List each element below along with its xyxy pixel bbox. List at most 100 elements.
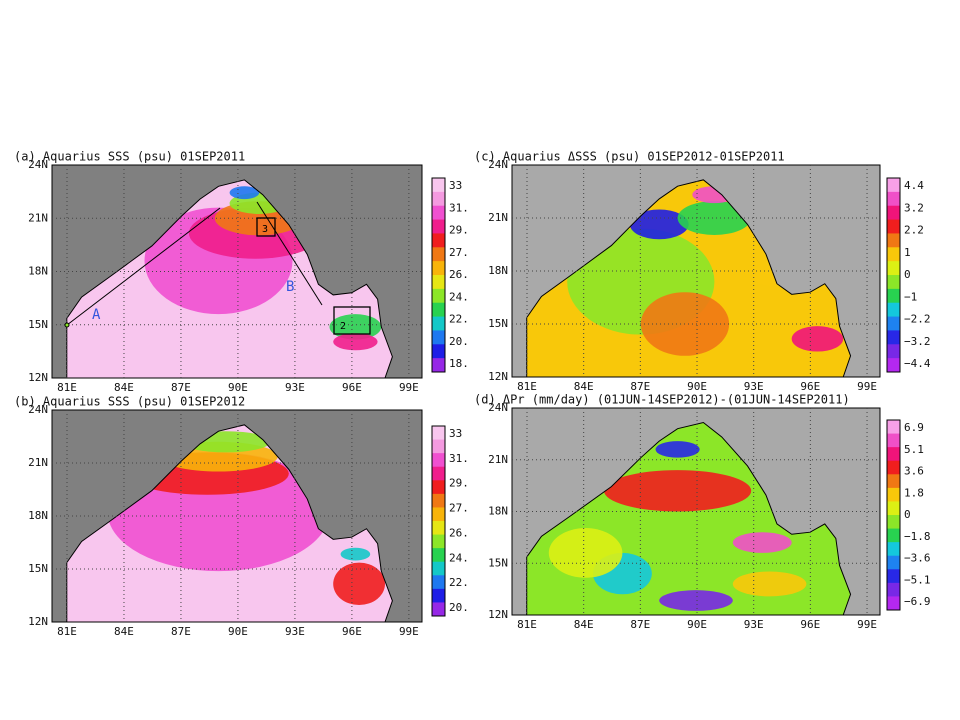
y-tick-label: 21N — [28, 456, 48, 469]
colorbar-label: 29. — [449, 477, 469, 490]
x-tick-label: 96E — [342, 381, 362, 394]
colorbar-segment — [887, 247, 900, 262]
y-tick-label: 21N — [28, 211, 48, 224]
colorbar-segment — [432, 588, 445, 603]
colorbar-segment — [887, 288, 900, 304]
colorbar-label: 24. — [449, 551, 469, 564]
colorbar-segment — [432, 233, 445, 248]
colorbar-segment — [432, 548, 445, 563]
colorbar-segment — [432, 453, 445, 468]
y-tick-label: 24N — [28, 403, 48, 416]
colorbar-label: 31. — [449, 201, 469, 214]
colorbar-label: 22. — [449, 576, 469, 589]
y-tick-label: 15N — [488, 317, 508, 330]
panel-title: (c) Aquarius ΔSSS (psu) 01SEP2012-01SEP2… — [474, 150, 785, 164]
colorbar-segment — [887, 542, 900, 557]
box-2 — [333, 306, 371, 335]
colorbar-label: 0 — [904, 268, 911, 281]
transect-start — [64, 322, 70, 328]
x-tick-label: 84E — [114, 381, 134, 394]
y-tick-label: 15N — [488, 556, 508, 569]
field-patch — [791, 326, 844, 352]
colorbar-segment — [887, 433, 900, 448]
x-tick-label: 84E — [574, 618, 594, 631]
colorbar-label: 1.8 — [904, 486, 924, 499]
colorbar-frame — [431, 177, 446, 373]
colorbar-segment — [432, 275, 445, 290]
colorbar-segment — [432, 316, 445, 331]
colorbar-segment — [887, 316, 900, 331]
colorbar-segment — [432, 561, 445, 576]
colorbar-label: 1 — [904, 246, 911, 259]
colorbar-segment — [887, 447, 900, 462]
colorbar-segment — [432, 247, 445, 262]
colorbar-segment — [887, 233, 900, 248]
field-patch — [655, 441, 700, 458]
colorbar-segment — [887, 302, 900, 318]
colorbar-segment — [432, 521, 445, 536]
x-tick-label: 90E — [687, 380, 707, 393]
colorbar-label: −2.2 — [904, 313, 931, 326]
x-tick-label: 99E — [857, 618, 877, 631]
colorbar-segment — [887, 358, 900, 373]
colorbar-segment — [887, 420, 900, 435]
colorbar-segment — [887, 487, 900, 502]
colorbar-label: 22. — [449, 313, 469, 326]
colorbar-label: 20. — [449, 601, 469, 614]
x-tick-label: 87E — [630, 618, 650, 631]
colorbar-segment — [887, 219, 900, 234]
x-tick-label: 93E — [744, 380, 764, 393]
colorbar-segment — [887, 261, 900, 276]
y-tick-label: 21N — [488, 211, 508, 224]
colorbar-label: −1 — [904, 290, 917, 303]
colorbar-segment — [887, 474, 900, 489]
colorbar-label: 3.6 — [904, 465, 924, 478]
field-patch — [340, 547, 371, 561]
colorbar-segment — [432, 178, 445, 193]
colorbar-segment — [432, 288, 445, 304]
transect-a — [66, 207, 221, 326]
x-tick-label: 81E — [517, 380, 537, 393]
colorbar-label: 26. — [449, 526, 469, 539]
coastline — [526, 179, 852, 378]
colorbar-segment — [432, 219, 445, 234]
y-tick-label: 12N — [488, 370, 508, 383]
panel-title: (a) Aquarius SSS (psu) 01SEP2011 — [14, 150, 245, 164]
colorbar-segment — [887, 528, 900, 543]
annotation: 3 — [262, 224, 268, 235]
field-patch — [677, 201, 752, 235]
colorbar-frame — [886, 177, 901, 373]
colorbar-segment — [432, 344, 445, 359]
colorbar-label: 5.1 — [904, 443, 924, 456]
colorbar-segment — [432, 439, 445, 454]
x-tick-label: 96E — [800, 618, 820, 631]
colorbar-label: 3.2 — [904, 201, 924, 214]
x-tick-label: 87E — [630, 380, 650, 393]
x-tick-label: 81E — [57, 625, 77, 638]
panel-title: (d) ΔPr (mm/day) (01JUN-14SEP2012)-(01JU… — [474, 393, 850, 407]
box-3 — [256, 217, 276, 237]
colorbar-segment — [887, 275, 900, 290]
colorbar-label: 4.4 — [904, 179, 924, 192]
colorbar-frame — [886, 419, 901, 611]
colorbar-segment — [432, 426, 445, 441]
colorbar-label: 0 — [904, 508, 911, 521]
field-patch — [629, 209, 689, 240]
x-tick-label: 90E — [228, 381, 248, 394]
y-tick-label: 15N — [28, 318, 48, 331]
colorbar-segment — [887, 205, 900, 221]
colorbar-label: 20. — [449, 335, 469, 348]
colorbar-label: 24. — [449, 290, 469, 303]
y-tick-label: 12N — [28, 371, 48, 384]
x-tick-label: 99E — [399, 381, 419, 394]
field-patch — [604, 470, 752, 512]
field-patch — [333, 333, 378, 351]
panel-title: (b) Aquarius SSS (psu) 01SEP2012 — [14, 395, 245, 409]
colorbar-label: −6.9 — [904, 595, 931, 608]
colorbar-label: 18. — [449, 357, 469, 370]
coastline — [526, 421, 852, 616]
field-patch — [333, 562, 385, 606]
colorbar-label: 27. — [449, 502, 469, 515]
y-tick-label: 24N — [488, 401, 508, 414]
